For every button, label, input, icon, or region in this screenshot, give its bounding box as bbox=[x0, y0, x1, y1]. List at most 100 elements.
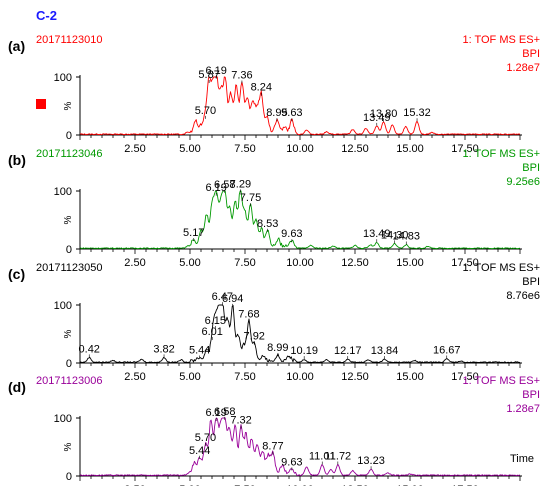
panel-label: (b) bbox=[8, 152, 26, 168]
peak-label: 7.92 bbox=[244, 331, 265, 343]
x-tick-label: 17.50 bbox=[451, 371, 479, 383]
y-axis-unit: % bbox=[63, 215, 74, 224]
peak-label: 9.63 bbox=[281, 456, 302, 468]
peak-label: 12.17 bbox=[334, 345, 362, 357]
peak-label: 16.67 bbox=[433, 345, 461, 357]
y-tick-label: 100 bbox=[54, 72, 72, 84]
y-axis-unit: % bbox=[63, 101, 74, 110]
x-tick-label: 2.50 bbox=[124, 143, 145, 155]
x-tick-label: 7.50 bbox=[234, 257, 255, 269]
figure-label: C-2 bbox=[36, 8, 57, 23]
x-tick-label: 12.50 bbox=[341, 257, 369, 269]
peak-label: 0.42 bbox=[79, 343, 100, 355]
peak-label: 5.17 bbox=[183, 227, 204, 239]
peak-label: 5.87 bbox=[198, 69, 219, 81]
panel-label: (d) bbox=[8, 379, 26, 395]
x-tick-label: 2.50 bbox=[124, 484, 145, 486]
panel-label: (a) bbox=[8, 38, 25, 54]
peak-label: 8.95 bbox=[266, 107, 287, 119]
panel-d: (d) 20171123006 1: TOF MS ES+ BPI 1.28e7 100%… bbox=[8, 375, 540, 486]
x-tick-label: 12.50 bbox=[341, 143, 369, 155]
mode-label: BPI bbox=[522, 389, 540, 401]
peak-label: 6.19 bbox=[205, 65, 226, 77]
peak-label: 6.94 bbox=[222, 293, 243, 305]
peak-label: 10.19 bbox=[290, 345, 318, 357]
x-tick-label: 15.00 bbox=[396, 371, 424, 383]
peak-label: 6.58 bbox=[214, 406, 235, 418]
sample-id: 20171123010 bbox=[36, 34, 102, 46]
peak-label: 3.82 bbox=[153, 343, 174, 355]
x-axis-title: Time bbox=[510, 453, 534, 465]
mode-label: BPI bbox=[522, 48, 540, 60]
x-tick-label: 5.00 bbox=[179, 257, 200, 269]
x-tick-label: 7.50 bbox=[234, 143, 255, 155]
x-tick-label: 2.50 bbox=[124, 257, 145, 269]
y-tick-label: 100 bbox=[54, 300, 72, 312]
peak-label: 13.49 bbox=[363, 228, 391, 240]
intensity-value: 8.76e6 bbox=[506, 290, 540, 302]
x-tick-label: 17.50 bbox=[451, 484, 479, 486]
sample-id: 20171123046 bbox=[36, 148, 102, 160]
x-tick-label: 12.50 bbox=[341, 371, 369, 383]
peak-label: 5.44 bbox=[189, 345, 210, 357]
peak-label: 8.99 bbox=[267, 342, 288, 354]
y-tick-label: 100 bbox=[54, 413, 72, 425]
x-tick-label: 7.50 bbox=[234, 484, 255, 486]
x-tick-label: 10.00 bbox=[286, 484, 314, 486]
mode-label: BPI bbox=[522, 276, 540, 288]
peak-label: 6.47 bbox=[212, 291, 233, 303]
mode-label: BPI bbox=[522, 162, 540, 174]
x-tick-label: 15.00 bbox=[396, 143, 424, 155]
scan-mode: 1: TOF MS ES+ bbox=[462, 148, 540, 160]
peak-label: 15.32 bbox=[403, 107, 431, 119]
peak-label: 11.01 bbox=[309, 451, 336, 463]
panel-b: (b) 20171123046 1: TOF MS ES+ BPI 9.25e6 100%… bbox=[8, 148, 540, 269]
peak-label: 7.29 bbox=[230, 178, 251, 190]
peak-label: 6.19 bbox=[205, 407, 226, 419]
peak-label: 13.84 bbox=[371, 345, 399, 357]
peak-label: 9.63 bbox=[281, 107, 302, 119]
peak-label: 7.68 bbox=[238, 309, 259, 321]
x-tick-label: 15.00 bbox=[396, 257, 424, 269]
intensity-value: 1.28e7 bbox=[506, 62, 540, 74]
peak-label: 5.70 bbox=[195, 105, 216, 117]
x-tick-label: 5.00 bbox=[179, 371, 200, 383]
x-tick-label: 10.00 bbox=[286, 143, 314, 155]
peak-label: 6.01 bbox=[202, 326, 223, 338]
x-tick-label: 17.50 bbox=[451, 257, 479, 269]
y-tick-label: 0 bbox=[66, 358, 72, 370]
peak-label: 9.63 bbox=[281, 228, 302, 240]
peak-label: 7.36 bbox=[231, 70, 252, 82]
scan-mode: 1: TOF MS ES+ bbox=[462, 375, 540, 387]
intensity-value: 9.25e6 bbox=[506, 176, 540, 188]
peak-label: 8.53 bbox=[257, 218, 278, 230]
x-tick-label: 2.50 bbox=[124, 371, 145, 383]
peak-label: 14.30 bbox=[381, 229, 409, 241]
x-tick-label: 7.50 bbox=[234, 371, 255, 383]
peak-label: 11.72 bbox=[324, 451, 351, 463]
x-tick-label: 5.00 bbox=[179, 484, 200, 486]
x-tick-label: 17.50 bbox=[451, 143, 479, 155]
peak-label: 6.15 bbox=[205, 315, 226, 327]
peak-label: 13.80 bbox=[370, 108, 398, 120]
panel-a: (a) 20171123010 1: TOF MS ES+ BPI 1.28e7 100%… bbox=[8, 34, 540, 155]
y-axis-unit: % bbox=[63, 442, 74, 451]
x-tick-label: 10.00 bbox=[286, 371, 314, 383]
y-axis-unit: % bbox=[63, 329, 74, 338]
y-tick-label: 0 bbox=[66, 244, 72, 256]
peak-label: 5.44 bbox=[189, 445, 210, 457]
chromatogram-trace bbox=[79, 190, 521, 250]
scan-mode: 1: TOF MS ES+ bbox=[462, 262, 540, 274]
peak-label: 6.58 bbox=[214, 179, 235, 191]
panel-c: (c) 20171123050 1: TOF MS ES+ BPI 8.76e6 100%… bbox=[8, 262, 540, 383]
x-tick-label: 5.00 bbox=[179, 143, 200, 155]
scan-mode: 1: TOF MS ES+ bbox=[462, 34, 540, 46]
peak-label: 7.75 bbox=[240, 192, 261, 204]
peak-label: 7.32 bbox=[230, 415, 251, 427]
y-tick-label: 0 bbox=[66, 471, 72, 483]
chromatogram-trace bbox=[79, 304, 521, 364]
peak-label: 14.83 bbox=[392, 231, 420, 243]
peak-label: 6.19 bbox=[205, 182, 226, 194]
sample-id: 20171123006 bbox=[36, 375, 102, 387]
